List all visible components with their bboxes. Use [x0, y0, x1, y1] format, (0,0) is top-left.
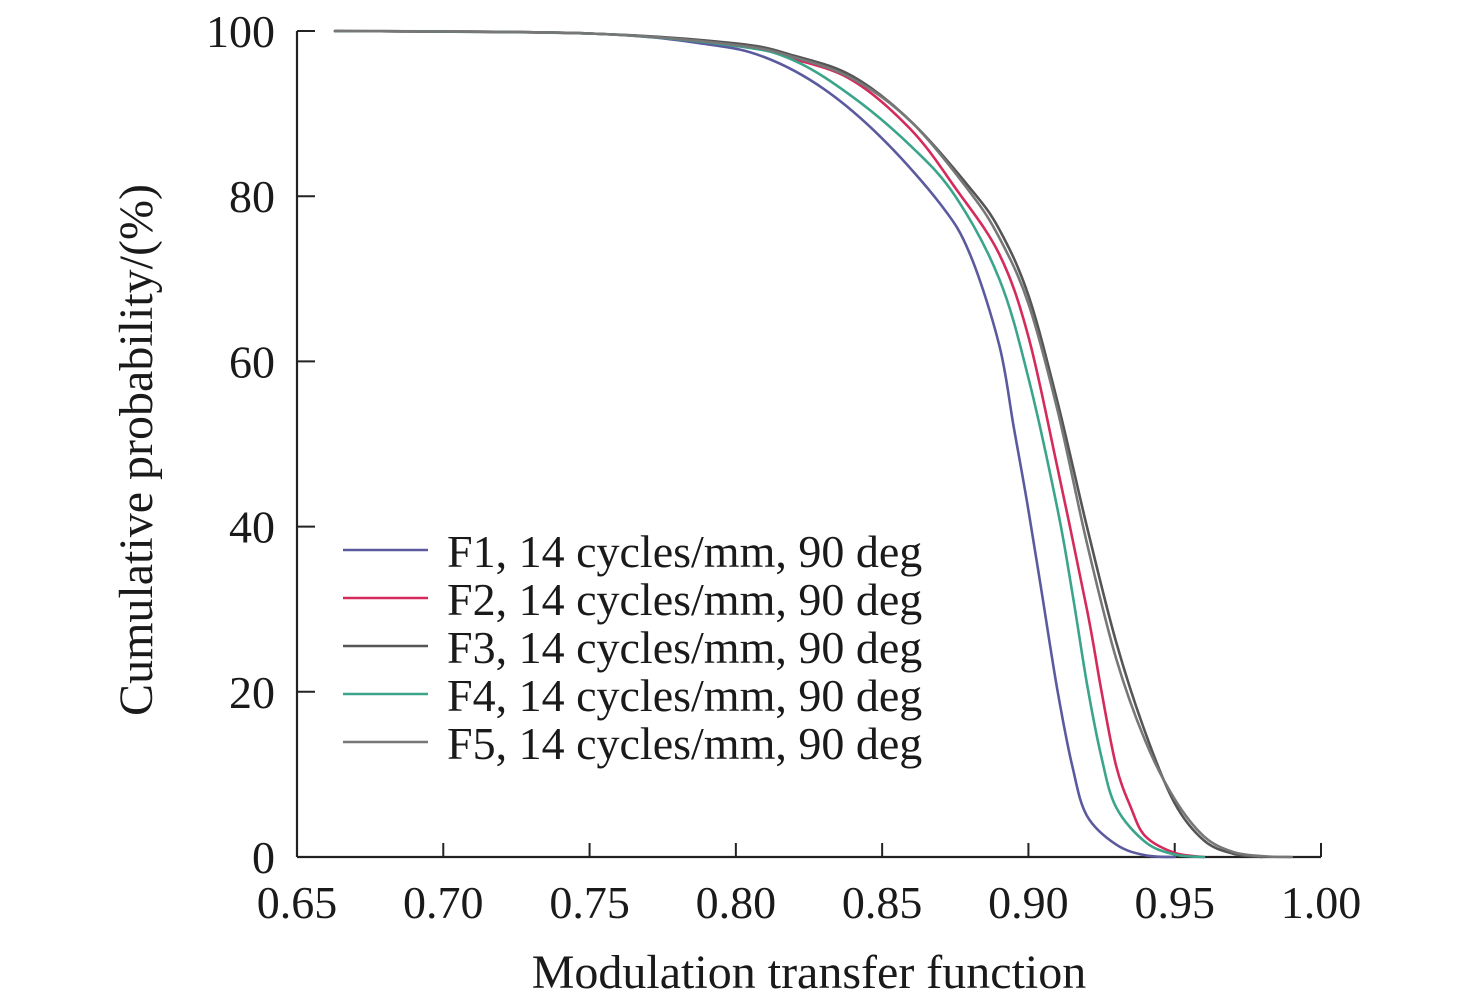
legend-label-f1: F1, 14 cycles/mm, 90 deg — [447, 526, 922, 577]
legend-label-f2: F2, 14 cycles/mm, 90 deg — [447, 574, 922, 625]
y-axis-title: Cumulative probability/(%) — [110, 184, 163, 716]
legend-label-f3: F3, 14 cycles/mm, 90 deg — [447, 622, 922, 673]
legend-label-f5: F5, 14 cycles/mm, 90 deg — [447, 718, 922, 769]
series-line-f1 — [333, 29, 1176, 859]
y-tick-label: 60 — [229, 336, 275, 387]
series-line-f5 — [333, 29, 1293, 859]
y-tick-label: 0 — [252, 832, 275, 883]
y-tick-label: 100 — [206, 6, 275, 57]
y-ticks: 0 20 40 60 80 100 — [206, 6, 315, 883]
legend-label-f4: F4, 14 cycles/mm, 90 deg — [447, 670, 922, 721]
x-tick-label: 0.65 — [257, 877, 338, 928]
x-tick-label: 0.85 — [842, 877, 923, 928]
x-tick-label: 1.00 — [1281, 877, 1362, 928]
y-tick-label: 40 — [229, 502, 275, 553]
y-tick-label: 20 — [229, 667, 275, 718]
series-lines — [333, 29, 1293, 859]
series-line-f3 — [333, 29, 1264, 859]
x-tick-label: 0.80 — [696, 877, 777, 928]
x-tick-label: 0.95 — [1134, 877, 1215, 928]
x-tick-label: 0.75 — [549, 877, 630, 928]
x-axis-title: Modulation transfer function — [532, 946, 1087, 999]
x-tick-label: 0.70 — [403, 877, 484, 928]
y-tick-label: 80 — [229, 171, 275, 222]
x-ticks: 0.65 0.70 0.75 0.80 0.85 0.90 0.95 1.00 — [257, 843, 1362, 928]
x-tick-label: 0.90 — [988, 877, 1069, 928]
